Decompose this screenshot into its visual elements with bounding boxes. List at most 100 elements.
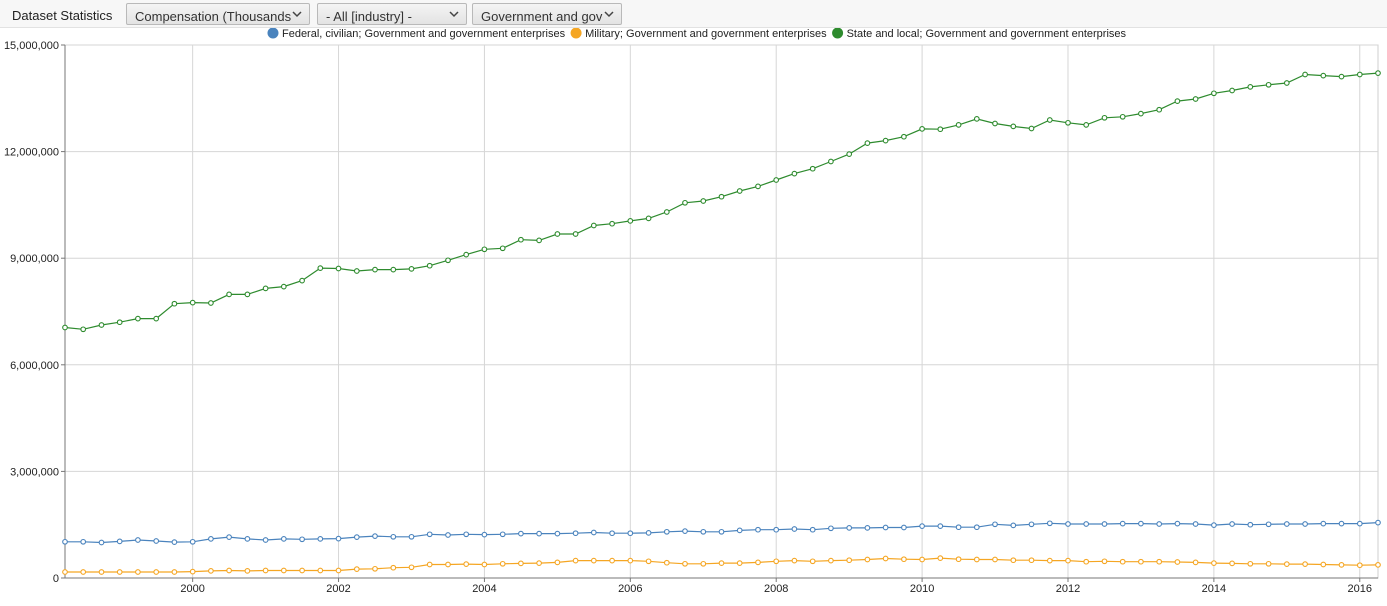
data-point[interactable] <box>1265 521 1272 528</box>
data-point[interactable] <box>1320 561 1327 568</box>
data-point[interactable] <box>992 521 998 528</box>
data-point[interactable] <box>846 557 853 564</box>
data-point[interactable] <box>262 537 269 543</box>
data-point[interactable] <box>98 569 105 575</box>
data-point[interactable] <box>426 262 433 269</box>
industry-dropdown[interactable]: - All [industry] - <box>317 3 467 25</box>
data-point[interactable] <box>700 528 707 535</box>
data-point[interactable] <box>353 268 360 274</box>
data-point[interactable] <box>1356 562 1363 569</box>
data-point[interactable] <box>609 530 615 537</box>
data-point[interactable] <box>919 126 925 132</box>
data-point[interactable] <box>736 527 743 534</box>
data-point[interactable] <box>937 555 944 561</box>
data-point[interactable] <box>554 559 561 566</box>
data-point[interactable] <box>663 209 670 215</box>
data-point[interactable] <box>372 565 378 572</box>
data-point[interactable] <box>901 556 907 563</box>
data-point[interactable] <box>718 560 725 566</box>
data-point[interactable] <box>1156 106 1163 113</box>
data-point[interactable] <box>955 556 962 563</box>
data-point[interactable] <box>1046 557 1053 564</box>
data-point[interactable] <box>1101 521 1108 527</box>
data-point[interactable] <box>262 285 269 292</box>
data-point[interactable] <box>755 183 761 190</box>
data-point[interactable] <box>372 266 378 273</box>
data-point[interactable] <box>1302 561 1308 567</box>
data-point[interactable] <box>135 537 141 543</box>
data-point[interactable] <box>1138 110 1144 117</box>
data-point[interactable] <box>609 220 615 227</box>
data-point[interactable] <box>736 560 743 566</box>
data-point[interactable] <box>1375 562 1381 568</box>
data-point[interactable] <box>773 558 780 565</box>
data-point[interactable] <box>153 538 160 544</box>
data-point[interactable] <box>791 526 798 532</box>
data-point[interactable] <box>663 528 670 535</box>
data-point[interactable] <box>426 531 433 538</box>
data-point[interactable] <box>992 120 998 127</box>
data-point[interactable] <box>554 231 561 237</box>
data-point[interactable] <box>1101 114 1108 121</box>
data-point[interactable] <box>736 188 743 194</box>
data-point[interactable] <box>590 529 597 536</box>
data-point[interactable] <box>226 567 232 574</box>
data-point[interactable] <box>718 528 725 535</box>
data-point[interactable] <box>1229 560 1235 567</box>
data-point[interactable] <box>445 532 451 538</box>
data-point[interactable] <box>208 568 214 574</box>
data-point[interactable] <box>335 265 342 272</box>
data-point[interactable] <box>992 556 998 563</box>
data-point[interactable] <box>1211 560 1217 566</box>
data-point[interactable] <box>973 116 980 122</box>
data-point[interactable] <box>1138 558 1144 565</box>
data-point[interactable] <box>937 126 944 133</box>
data-point[interactable] <box>80 538 87 545</box>
data-point[interactable] <box>299 277 305 284</box>
data-point[interactable] <box>1192 559 1199 566</box>
data-point[interactable] <box>135 569 141 575</box>
data-point[interactable] <box>882 137 889 144</box>
legend-item-military[interactable]: Military; Government and government ente… <box>570 27 827 40</box>
data-point[interactable] <box>627 557 634 564</box>
data-point[interactable] <box>153 569 160 575</box>
data-point[interactable] <box>445 561 451 568</box>
data-point[interactable] <box>536 560 542 566</box>
data-point[interactable] <box>62 538 68 545</box>
data-point[interactable] <box>645 215 652 222</box>
data-point[interactable] <box>80 326 87 333</box>
data-point[interactable] <box>171 539 178 545</box>
data-point[interactable] <box>208 300 214 306</box>
data-point[interactable] <box>1065 119 1071 126</box>
data-point[interactable] <box>1265 81 1272 88</box>
data-point[interactable] <box>499 245 506 252</box>
data-point[interactable] <box>700 198 707 204</box>
data-point[interactable] <box>536 237 542 244</box>
data-point[interactable] <box>682 560 688 567</box>
data-point[interactable] <box>1083 521 1090 527</box>
data-point[interactable] <box>518 236 524 243</box>
data-point[interactable] <box>1156 521 1163 527</box>
data-point[interactable] <box>882 555 889 562</box>
data-point[interactable] <box>280 536 287 542</box>
data-point[interactable] <box>1028 521 1035 528</box>
data-point[interactable] <box>390 266 397 273</box>
data-point[interactable] <box>682 199 688 206</box>
data-point[interactable] <box>390 533 397 540</box>
data-point[interactable] <box>955 122 962 128</box>
data-point[interactable] <box>1356 520 1363 527</box>
data-point[interactable] <box>226 534 232 540</box>
data-point[interactable] <box>755 559 761 566</box>
data-point[interactable] <box>572 530 579 537</box>
data-point[interactable] <box>280 567 287 574</box>
data-point[interactable] <box>1174 559 1181 565</box>
data-point[interactable] <box>645 558 652 565</box>
data-point[interactable] <box>1138 520 1144 527</box>
data-point[interactable] <box>445 257 451 264</box>
data-point[interactable] <box>536 530 542 537</box>
data-point[interactable] <box>846 151 853 157</box>
data-point[interactable] <box>189 568 196 575</box>
data-point[interactable] <box>1211 522 1217 528</box>
data-point[interactable] <box>499 560 506 567</box>
data-point[interactable] <box>901 133 907 140</box>
